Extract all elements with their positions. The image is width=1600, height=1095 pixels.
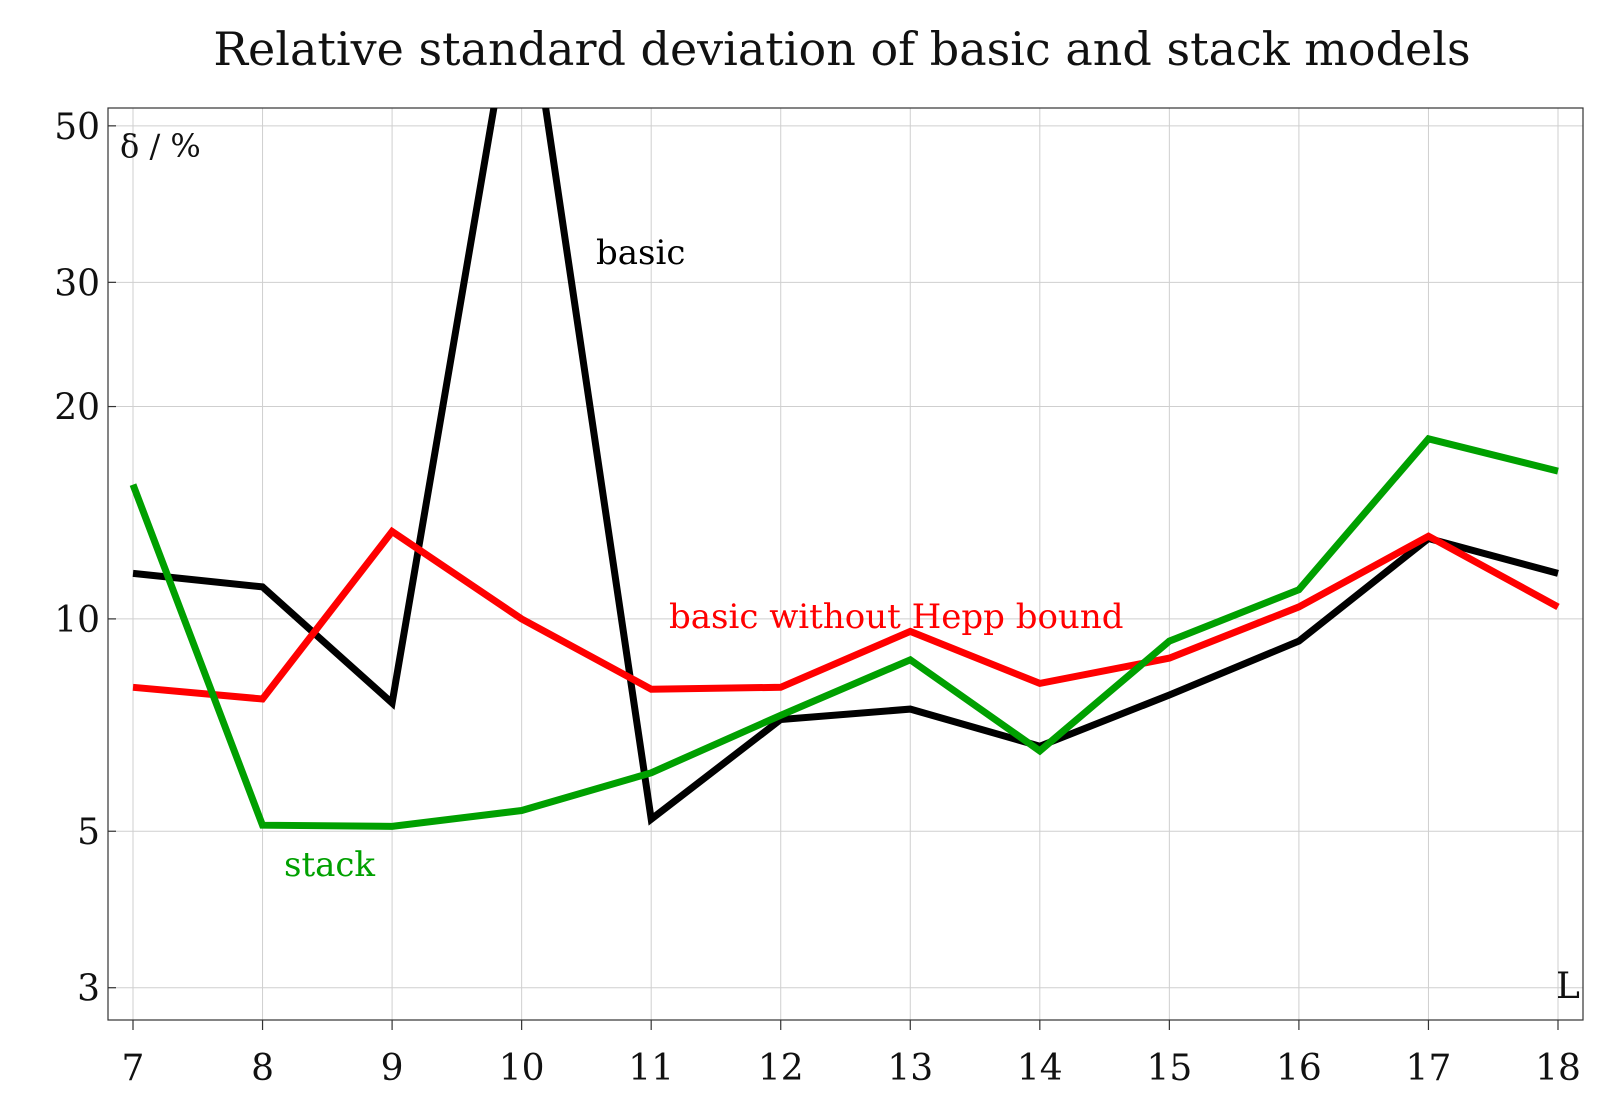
- x-tick-label: 11: [628, 1048, 674, 1089]
- grid: [108, 108, 1583, 1020]
- annotation-basic-without-hepp: basic without Hepp bound: [669, 597, 1123, 637]
- y-tick-label: 20: [54, 388, 100, 429]
- series-line-basic-without-hepp-bound: [132, 526, 1560, 703]
- x-tick-label: 8: [251, 1048, 274, 1089]
- y-axis: 3 5 10 20 30 50: [54, 107, 116, 1010]
- x-tick-label: 15: [1146, 1048, 1192, 1089]
- annotation-basic: basic: [596, 233, 685, 273]
- series-group: [129, 108, 1560, 830]
- y-tick-label: 10: [54, 600, 100, 641]
- x-tick-label: 9: [381, 1048, 404, 1089]
- y-tick-label: 3: [77, 969, 100, 1010]
- x-axis: 7 8 9 10 11 12 13 14 15 16 17 18: [122, 1020, 1581, 1089]
- y-tick-label: 30: [54, 263, 100, 304]
- y-tick-label: 5: [77, 812, 100, 853]
- series-line-basic: [132, 108, 1559, 826]
- series-line-stack: [129, 434, 1559, 830]
- x-axis-label: L: [1556, 966, 1580, 1007]
- x-tick-label: 17: [1406, 1048, 1452, 1089]
- plot-frame: [107, 107, 1584, 1021]
- x-tick-label: 14: [1017, 1048, 1063, 1089]
- y-axis-label: δ / %: [120, 127, 201, 165]
- x-tick-label: 18: [1535, 1048, 1581, 1089]
- y-tick-label: 50: [54, 107, 100, 148]
- x-tick-label: 16: [1276, 1048, 1322, 1089]
- annotation-stack: stack: [284, 845, 375, 885]
- x-tick-label: 7: [122, 1048, 145, 1089]
- chart-title: Relative standard deviation of basic and…: [213, 22, 1470, 76]
- x-tick-label: 13: [887, 1048, 933, 1089]
- x-tick-label: 12: [758, 1048, 804, 1089]
- x-tick-label: 10: [499, 1048, 545, 1089]
